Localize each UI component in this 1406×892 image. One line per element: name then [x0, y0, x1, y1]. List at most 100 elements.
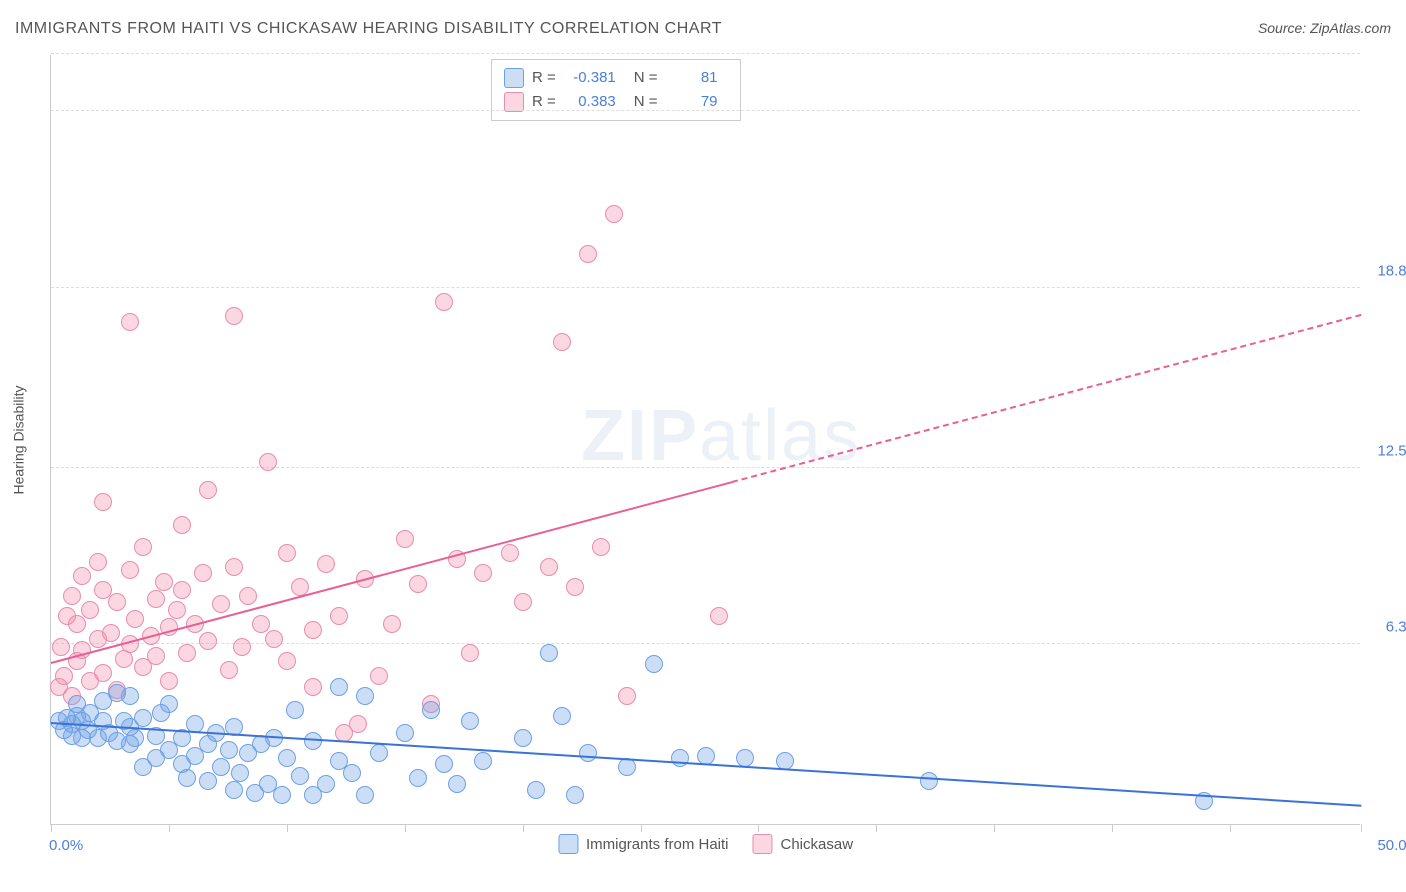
x-tick	[169, 824, 170, 832]
scatter-point-haiti	[231, 764, 249, 782]
scatter-point-chickasaw	[501, 544, 519, 562]
scatter-point-haiti	[697, 747, 715, 765]
legend-r-haiti: -0.381	[564, 66, 616, 90]
scatter-point-chickasaw	[349, 715, 367, 733]
scatter-point-haiti	[396, 724, 414, 742]
scatter-point-haiti	[212, 758, 230, 776]
scatter-point-chickasaw	[108, 593, 126, 611]
scatter-point-chickasaw	[409, 575, 427, 593]
x-tick	[758, 824, 759, 832]
scatter-point-chickasaw	[168, 601, 186, 619]
scatter-point-chickasaw	[592, 538, 610, 556]
scatter-point-chickasaw	[160, 672, 178, 690]
scatter-point-haiti	[317, 775, 335, 793]
legend-stats-row-haiti: R = -0.381 N = 81	[504, 66, 728, 90]
legend-label-haiti: Immigrants from Haiti	[586, 836, 729, 853]
x-tick	[1361, 824, 1362, 832]
scatter-point-chickasaw	[199, 632, 217, 650]
scatter-point-chickasaw	[710, 607, 728, 625]
scatter-point-chickasaw	[461, 644, 479, 662]
scatter-point-haiti	[409, 769, 427, 787]
scatter-point-haiti	[160, 695, 178, 713]
scatter-point-haiti	[225, 781, 243, 799]
scatter-point-haiti	[448, 775, 466, 793]
scatter-point-haiti	[121, 687, 139, 705]
scatter-point-chickasaw	[68, 615, 86, 633]
scatter-point-haiti	[671, 749, 689, 767]
scatter-point-haiti	[330, 678, 348, 696]
scatter-point-haiti	[645, 655, 663, 673]
scatter-point-haiti	[178, 769, 196, 787]
scatter-point-haiti	[474, 752, 492, 770]
scatter-point-chickasaw	[383, 615, 401, 633]
scatter-point-haiti	[286, 701, 304, 719]
scatter-point-chickasaw	[81, 601, 99, 619]
watermark-bold: ZIP	[581, 396, 699, 476]
x-tick	[51, 824, 52, 832]
x-tick	[1112, 824, 1113, 832]
scatter-point-chickasaw	[63, 587, 81, 605]
legend-n-haiti: 81	[666, 66, 718, 90]
trend-line-chickasaw-dashed	[732, 314, 1361, 483]
y-tick-label: 12.5%	[1370, 442, 1406, 459]
scatter-point-chickasaw	[212, 595, 230, 613]
y-axis-label-wrap: Hearing Disability	[8, 55, 28, 825]
scatter-point-chickasaw	[102, 624, 120, 642]
scatter-point-chickasaw	[94, 664, 112, 682]
scatter-point-chickasaw	[605, 205, 623, 223]
legend-item-haiti: Immigrants from Haiti	[558, 834, 729, 854]
scatter-point-haiti	[422, 701, 440, 719]
x-tick	[405, 824, 406, 832]
scatter-point-chickasaw	[194, 564, 212, 582]
scatter-point-chickasaw	[173, 581, 191, 599]
scatter-point-chickasaw	[304, 678, 322, 696]
chart-source: Source: ZipAtlas.com	[1258, 20, 1391, 36]
scatter-point-chickasaw	[265, 630, 283, 648]
plot-area: ZIPatlas R = -0.381 N = 81 R = 0.383 N =…	[50, 55, 1360, 825]
scatter-point-chickasaw	[252, 615, 270, 633]
scatter-point-haiti	[527, 781, 545, 799]
legend-swatch-haiti	[504, 68, 524, 88]
x-tick	[994, 824, 995, 832]
x-tick-label: 50.0%	[1370, 837, 1406, 854]
legend-swatch-chickasaw	[504, 92, 524, 112]
scatter-point-haiti	[134, 709, 152, 727]
chart-header: IMMIGRANTS FROM HAITI VS CHICKASAW HEARI…	[15, 20, 1391, 38]
scatter-point-chickasaw	[579, 245, 597, 263]
scatter-point-chickasaw	[330, 607, 348, 625]
trend-line-chickasaw	[51, 481, 733, 664]
legend-label-chickasaw: Chickasaw	[781, 836, 854, 853]
scatter-point-chickasaw	[317, 555, 335, 573]
scatter-point-haiti	[343, 764, 361, 782]
scatter-point-chickasaw	[126, 610, 144, 628]
scatter-point-haiti	[199, 772, 217, 790]
scatter-point-chickasaw	[178, 644, 196, 662]
scatter-point-chickasaw	[239, 587, 257, 605]
y-tick-label: 18.8%	[1370, 262, 1406, 279]
scatter-point-chickasaw	[173, 516, 191, 534]
scatter-point-chickasaw	[199, 481, 217, 499]
scatter-point-chickasaw	[553, 333, 571, 351]
scatter-point-haiti	[461, 712, 479, 730]
scatter-point-chickasaw	[278, 652, 296, 670]
legend-n-label: N =	[634, 66, 658, 90]
scatter-point-haiti	[220, 741, 238, 759]
scatter-point-haiti	[920, 772, 938, 790]
gridline	[51, 53, 1360, 54]
scatter-point-haiti	[126, 729, 144, 747]
scatter-point-haiti	[304, 732, 322, 750]
x-tick	[641, 824, 642, 832]
scatter-point-haiti	[273, 786, 291, 804]
scatter-point-chickasaw	[304, 621, 322, 639]
scatter-point-haiti	[356, 786, 374, 804]
scatter-point-chickasaw	[121, 561, 139, 579]
scatter-point-chickasaw	[134, 538, 152, 556]
x-tick	[1230, 824, 1231, 832]
scatter-point-haiti	[514, 729, 532, 747]
scatter-point-chickasaw	[540, 558, 558, 576]
scatter-point-haiti	[435, 755, 453, 773]
x-tick-label: 0.0%	[49, 837, 83, 854]
scatter-point-chickasaw	[233, 638, 251, 656]
scatter-point-haiti	[370, 744, 388, 762]
scatter-point-chickasaw	[89, 553, 107, 571]
